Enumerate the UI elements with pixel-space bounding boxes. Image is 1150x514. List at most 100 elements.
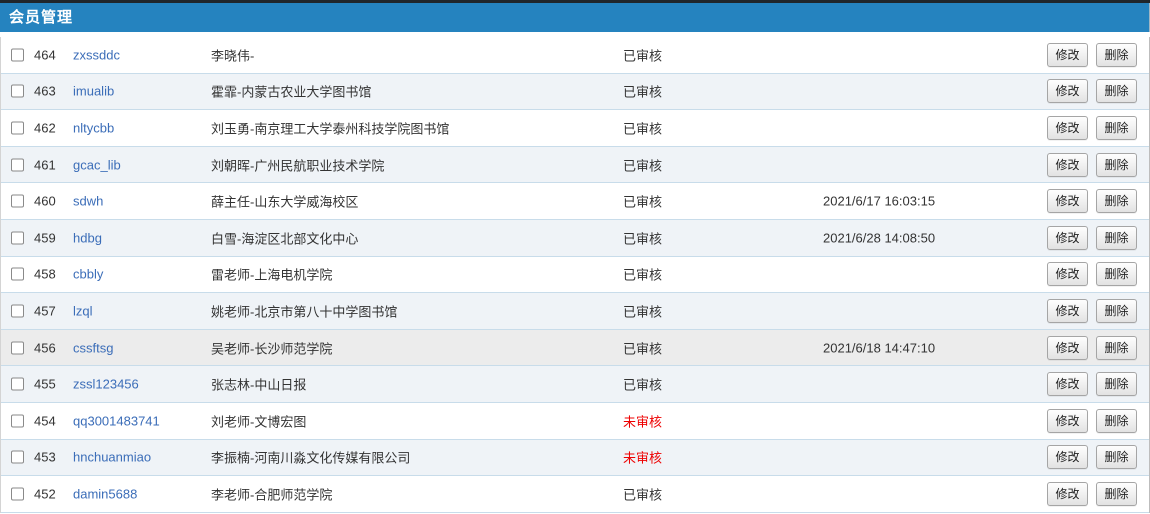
member-username-link[interactable]: qq3001483741 bbox=[73, 413, 160, 429]
member-name: 吴老师-长沙师范学院 bbox=[211, 341, 333, 357]
table-row: 452 damin5688 李老师-合肥师范学院 已审核 修改 删除 bbox=[1, 476, 1149, 513]
member-name: 李振楠-河南川淼文化传媒有限公司 bbox=[211, 450, 411, 466]
member-name: 姚老师-北京市第八十中学图书馆 bbox=[211, 304, 398, 320]
checkbox-cell bbox=[11, 487, 24, 501]
modify-button[interactable]: 修改 bbox=[1047, 42, 1088, 67]
member-username-link[interactable]: cbbly bbox=[73, 266, 104, 282]
row-actions: 修改 删除 bbox=[1047, 445, 1137, 470]
member-register-time: 2021/6/18 14:47:10 bbox=[823, 340, 936, 356]
member-register-time: 2021/6/17 16:03:15 bbox=[823, 193, 936, 209]
row-checkbox[interactable] bbox=[11, 304, 24, 318]
delete-button[interactable]: 删除 bbox=[1096, 445, 1137, 470]
delete-button[interactable]: 删除 bbox=[1096, 189, 1137, 214]
modify-button[interactable]: 修改 bbox=[1047, 79, 1088, 104]
member-username-link[interactable]: damin5688 bbox=[73, 486, 138, 502]
member-id: 459 bbox=[34, 230, 56, 246]
row-checkbox[interactable] bbox=[11, 48, 24, 62]
row-checkbox[interactable] bbox=[11, 487, 24, 501]
member-name: 李老师-合肥师范学院 bbox=[211, 487, 333, 503]
modify-button[interactable]: 修改 bbox=[1047, 298, 1088, 323]
row-checkbox[interactable] bbox=[11, 158, 24, 172]
delete-button[interactable]: 删除 bbox=[1096, 372, 1137, 397]
row-actions: 修改 删除 bbox=[1047, 335, 1137, 360]
modify-button[interactable]: 修改 bbox=[1047, 152, 1088, 177]
member-username-link[interactable]: zxssddc bbox=[73, 47, 120, 63]
checkbox-cell bbox=[11, 121, 24, 135]
member-username-link[interactable]: hdbg bbox=[73, 230, 102, 246]
delete-button[interactable]: 删除 bbox=[1096, 79, 1137, 104]
member-username-link[interactable]: sdwh bbox=[73, 193, 104, 209]
member-username-link[interactable]: imualib bbox=[73, 83, 115, 99]
modify-button[interactable]: 修改 bbox=[1047, 225, 1088, 250]
row-checkbox[interactable] bbox=[11, 84, 24, 98]
delete-button[interactable]: 删除 bbox=[1096, 335, 1137, 360]
table-row: 457 lzql 姚老师-北京市第八十中学图书馆 已审核 修改 删除 bbox=[1, 293, 1149, 330]
delete-button[interactable]: 删除 bbox=[1096, 115, 1137, 140]
table-row: 463 imualib 霍霏-内蒙古农业大学图书馆 已审核 修改 删除 bbox=[1, 73, 1149, 111]
table-row: 458 cbbly 雷老师-上海电机学院 已审核 修改 删除 bbox=[1, 256, 1149, 294]
modify-button[interactable]: 修改 bbox=[1047, 335, 1088, 360]
row-checkbox[interactable] bbox=[11, 231, 24, 245]
table-row: 459 hdbg 白雪-海淀区北部文化中心 已审核 2021/6/28 14:0… bbox=[1, 219, 1149, 257]
page-title: 会员管理 bbox=[9, 9, 74, 26]
member-username-link[interactable]: zssl123456 bbox=[73, 376, 139, 392]
member-username-link[interactable]: nltycbb bbox=[73, 120, 115, 136]
row-actions: 修改 删除 bbox=[1047, 152, 1137, 177]
delete-button[interactable]: 删除 bbox=[1096, 481, 1137, 506]
member-id: 455 bbox=[34, 376, 56, 392]
modify-button[interactable]: 修改 bbox=[1047, 408, 1088, 433]
modify-button[interactable]: 修改 bbox=[1047, 372, 1088, 397]
row-checkbox[interactable] bbox=[11, 121, 24, 135]
member-id: 454 bbox=[34, 413, 56, 429]
member-id: 462 bbox=[34, 120, 56, 136]
table-row: 464 zxssddc 李晓伟- 已审核 修改 删除 bbox=[1, 37, 1149, 74]
row-actions: 修改 删除 bbox=[1047, 42, 1137, 67]
member-id: 456 bbox=[34, 340, 56, 356]
delete-button[interactable]: 删除 bbox=[1096, 298, 1137, 323]
row-checkbox[interactable] bbox=[11, 267, 24, 281]
delete-button[interactable]: 删除 bbox=[1096, 225, 1137, 250]
delete-button[interactable]: 删除 bbox=[1096, 42, 1137, 67]
top-divider bbox=[0, 0, 1150, 3]
checkbox-cell bbox=[11, 414, 24, 428]
modify-button[interactable]: 修改 bbox=[1047, 115, 1088, 140]
row-checkbox[interactable] bbox=[11, 341, 24, 355]
row-actions: 修改 删除 bbox=[1047, 189, 1137, 214]
member-name: 刘玉勇-南京理工大学泰州科技学院图书馆 bbox=[211, 121, 450, 137]
member-username-link[interactable]: cssftsg bbox=[73, 340, 114, 356]
modify-button[interactable]: 修改 bbox=[1047, 445, 1088, 470]
row-actions: 修改 删除 bbox=[1047, 481, 1137, 506]
member-status: 已审核 bbox=[623, 84, 663, 100]
member-status: 已审核 bbox=[623, 377, 663, 393]
member-status: 已审核 bbox=[623, 341, 663, 357]
member-username-link[interactable]: gcac_lib bbox=[73, 157, 121, 173]
member-username-link[interactable]: hnchuanmiao bbox=[73, 449, 152, 465]
member-username-link[interactable]: lzql bbox=[73, 303, 93, 319]
row-actions: 修改 删除 bbox=[1047, 408, 1137, 433]
modify-button[interactable]: 修改 bbox=[1047, 189, 1088, 214]
checkbox-cell bbox=[11, 231, 24, 245]
row-checkbox[interactable] bbox=[11, 450, 24, 464]
member-name: 李晓伟- bbox=[211, 48, 255, 64]
modify-button[interactable]: 修改 bbox=[1047, 481, 1088, 506]
member-status: 已审核 bbox=[623, 304, 663, 320]
row-checkbox[interactable] bbox=[11, 377, 24, 391]
member-name: 白雪-海淀区北部文化中心 bbox=[211, 231, 359, 247]
row-checkbox[interactable] bbox=[11, 194, 24, 208]
checkbox-cell bbox=[11, 84, 24, 98]
delete-button[interactable]: 删除 bbox=[1096, 262, 1137, 287]
table-row: 462 nltycbb 刘玉勇-南京理工大学泰州科技学院图书馆 已审核 修改 删… bbox=[1, 110, 1149, 147]
member-name: 霍霏-内蒙古农业大学图书馆 bbox=[211, 84, 372, 100]
table-row: 455 zssl123456 张志林-中山日报 已审核 修改 删除 bbox=[1, 366, 1149, 403]
row-checkbox[interactable] bbox=[11, 414, 24, 428]
modify-button[interactable]: 修改 bbox=[1047, 262, 1088, 287]
checkbox-cell bbox=[11, 450, 24, 464]
delete-button[interactable]: 删除 bbox=[1096, 408, 1137, 433]
member-name: 张志林-中山日报 bbox=[211, 377, 307, 393]
checkbox-cell bbox=[11, 158, 24, 172]
member-status: 已审核 bbox=[623, 487, 663, 503]
member-status: 未审核 bbox=[623, 450, 663, 466]
delete-button[interactable]: 删除 bbox=[1096, 152, 1137, 177]
member-id: 461 bbox=[34, 157, 56, 173]
row-actions: 修改 删除 bbox=[1047, 79, 1137, 104]
